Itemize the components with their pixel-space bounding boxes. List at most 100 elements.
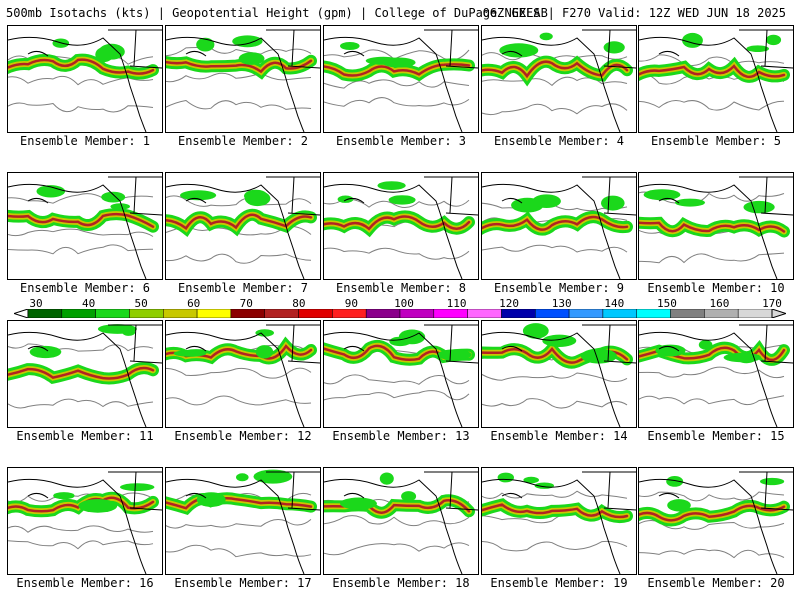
height-contour	[482, 372, 628, 383]
height-contour	[8, 193, 154, 204]
panel-map-graphic	[8, 324, 162, 427]
isotach-patch	[760, 477, 785, 486]
panel-map-graphic	[8, 29, 162, 132]
isotach-patch	[743, 200, 775, 214]
isotach-patch	[522, 323, 549, 339]
ensemble-member-label: Ensemble Member: 1	[19, 134, 151, 148]
coastline-outline	[639, 471, 793, 574]
height-contour	[166, 47, 312, 57]
ensemble-map-panel	[638, 25, 794, 133]
colorbar-segment	[535, 309, 570, 318]
colorbar-segment	[27, 309, 63, 318]
isotach-patch	[95, 47, 114, 63]
isotach-patch	[255, 345, 274, 359]
isotach-max	[639, 221, 786, 233]
height-contour	[324, 390, 470, 401]
colorbar-tick-label: 170	[762, 297, 782, 310]
ensemble-map-panel	[323, 25, 479, 133]
height-contour	[639, 54, 785, 67]
colorbar-segment	[399, 309, 435, 318]
ensemble-member-label: Ensemble Member: 16	[16, 576, 154, 590]
isotach-patch	[532, 194, 561, 208]
colorbar-min-arrow	[14, 309, 29, 318]
ensemble-map-panel	[481, 172, 637, 280]
height-contour	[8, 102, 154, 113]
ensemble-map-panel	[323, 172, 479, 280]
ensemble-map-panel	[165, 320, 321, 428]
panel-map-graphic	[482, 29, 636, 132]
height-contour	[482, 540, 628, 552]
height-contour	[639, 491, 785, 502]
colorbar-tick-label: 120	[499, 297, 520, 310]
isotach-patch	[499, 43, 539, 58]
isotach-colorbar: 30 40 50 60 70 80 90 100 110 120 130 140 150 160 170	[14, 297, 786, 319]
colorbar-tick-label: 110	[446, 297, 467, 310]
colorbar-tick-label: 30	[29, 297, 43, 310]
colorbar-max-arrow	[771, 309, 786, 318]
colorbar-segment	[433, 309, 468, 318]
isotach-max	[166, 497, 313, 510]
height-contour	[482, 490, 628, 499]
coastline-outline	[8, 29, 162, 132]
colorbar-tick-label: 80	[292, 297, 306, 310]
coastline-outline	[8, 471, 162, 574]
ensemble-member-label: Ensemble Member: 8	[335, 281, 467, 295]
coastline-outline	[8, 324, 162, 427]
colorbar-tick-label: 160	[709, 297, 730, 310]
panel-map-graphic	[8, 176, 162, 279]
colorbar-tick-label: 130	[551, 297, 572, 310]
isotach-patch	[379, 472, 394, 485]
isotach-patch	[340, 497, 377, 510]
ensemble-map-panel	[165, 25, 321, 133]
height-contour	[324, 374, 470, 385]
isotach-patch	[196, 37, 215, 52]
panel-map-graphic	[639, 324, 793, 427]
colorbar-tick-label: 40	[81, 297, 96, 310]
isotach-max	[324, 63, 471, 77]
height-contour	[324, 542, 470, 556]
isotach-max	[324, 215, 471, 231]
height-contour	[8, 228, 154, 237]
colorbar-segment	[332, 309, 367, 318]
ensemble-member-label: Ensemble Member: 5	[650, 134, 782, 148]
ensemble-member-label: Ensemble Member: 7	[177, 281, 309, 295]
isotach-patch	[253, 469, 293, 484]
colorbar-scale	[14, 309, 786, 318]
ensemble-map-panel	[165, 467, 321, 575]
colorbar-tick-label: 140	[604, 297, 625, 310]
coastline-outline	[166, 176, 320, 279]
colorbar-tick-label: 150	[656, 297, 677, 310]
isotach-patch	[238, 52, 265, 65]
height-contour	[639, 395, 785, 406]
colorbar-segment	[636, 309, 671, 318]
isotach-patch	[603, 41, 625, 54]
isotach-max	[482, 215, 629, 231]
isotach-patch	[539, 32, 553, 41]
panel-map-graphic	[639, 176, 793, 279]
ensemble-map-panel	[323, 320, 479, 428]
colorbar-segment	[61, 309, 96, 318]
header-title-right: 06Z GEFS | F270 Valid: 12Z WED JUN 18 20…	[482, 6, 786, 20]
height-contour	[482, 103, 628, 116]
ensemble-map-panel	[638, 467, 794, 575]
isotach-patch	[120, 483, 155, 491]
height-contour	[8, 492, 154, 503]
colorbar-segment	[704, 309, 739, 318]
ensemble-member-label: Ensemble Member: 11	[16, 429, 154, 443]
isotach-patch	[232, 35, 263, 48]
isotach-max	[166, 59, 313, 74]
ensemble-member-label: Ensemble Member: 19	[490, 576, 628, 590]
isotach-patch	[388, 195, 416, 205]
panel-map-graphic	[166, 469, 320, 574]
height-contour	[324, 79, 470, 89]
height-contour	[8, 540, 154, 550]
isotach-patch	[255, 329, 274, 337]
coastline-outline	[639, 324, 793, 427]
isotach-patch	[643, 189, 681, 201]
colorbar-segment	[737, 309, 773, 318]
coastline-outline	[482, 176, 636, 279]
colorbar-segment	[602, 309, 637, 318]
height-contour	[482, 398, 628, 409]
panel-map-graphic	[324, 29, 478, 132]
height-contour	[166, 544, 312, 558]
